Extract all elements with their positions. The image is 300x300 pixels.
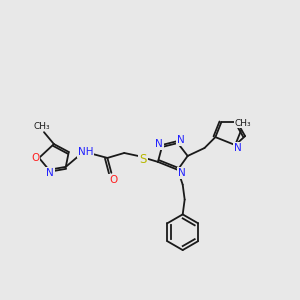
Text: O: O bbox=[31, 153, 39, 163]
Text: N: N bbox=[178, 168, 186, 178]
Text: CH₃: CH₃ bbox=[34, 122, 50, 131]
Text: O: O bbox=[109, 175, 118, 185]
Text: CH₃: CH₃ bbox=[235, 119, 251, 128]
Text: N: N bbox=[177, 135, 184, 145]
Text: NH: NH bbox=[78, 147, 93, 157]
Text: N: N bbox=[46, 168, 54, 178]
Text: N: N bbox=[234, 143, 242, 153]
Text: S: S bbox=[140, 153, 147, 167]
Text: N: N bbox=[155, 139, 163, 149]
